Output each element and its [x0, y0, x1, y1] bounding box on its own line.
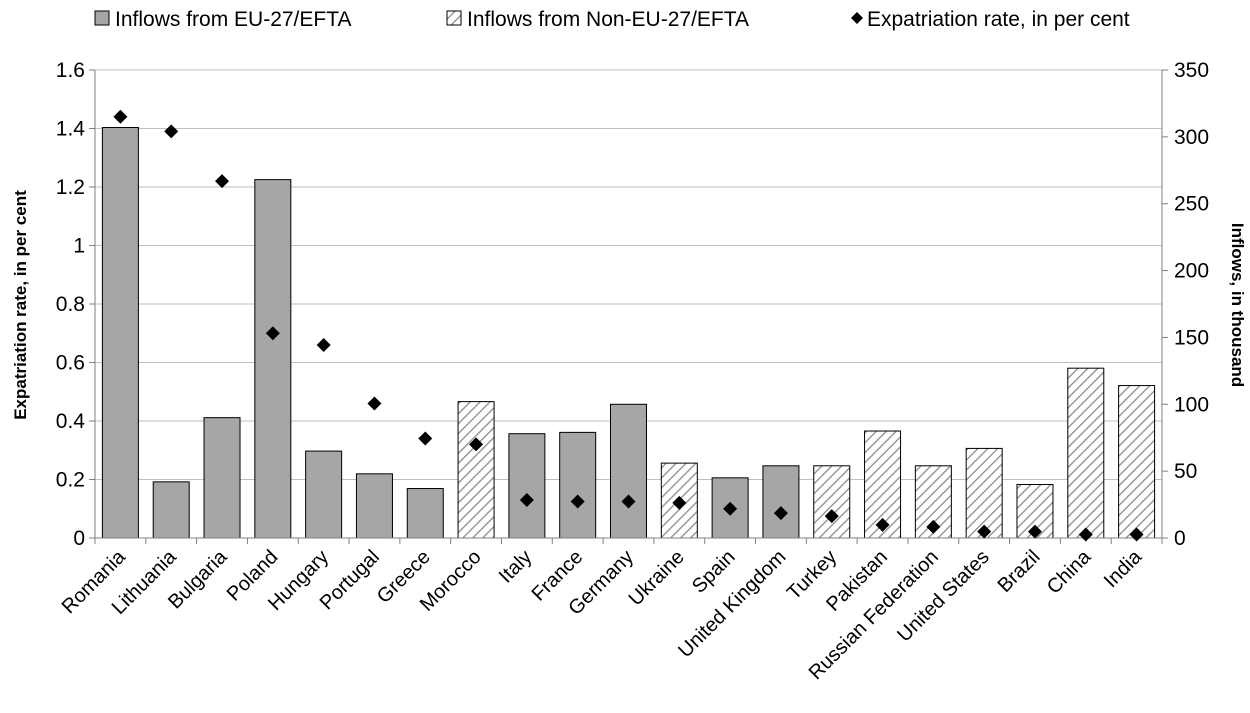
tick-labels: 0 0.2 0.4 0.6 0.8 1 1.2 1.4 1.6 0 50 100 150 200 250 30…	[56, 59, 1209, 550]
legend-label-eu: Inflows from EU-27/EFTA	[115, 8, 352, 31]
bar-eu	[203, 417, 241, 539]
bar-eu	[762, 465, 800, 539]
expatriation-marker	[469, 437, 484, 452]
expatriation-marker	[1078, 527, 1093, 542]
legend-label-expatriation: Expatriation rate, in per cent	[867, 8, 1130, 31]
expatriation-marker	[367, 396, 382, 411]
bar-eu	[559, 431, 597, 539]
category-label: United States	[893, 546, 993, 646]
bar-non-eu	[813, 465, 851, 539]
expatriation-marker	[875, 517, 890, 532]
bar-eu	[305, 450, 343, 539]
bar-eu	[406, 488, 444, 539]
bar-eu	[152, 481, 190, 539]
bar-eu	[101, 126, 139, 539]
left-tick-label: 0.6	[56, 352, 85, 375]
bar-non-eu	[965, 447, 1003, 539]
bar-non-eu	[457, 401, 495, 539]
diamond-markers	[113, 109, 1144, 542]
expatriation-marker	[1027, 524, 1042, 539]
bars	[101, 126, 1156, 539]
expatriation-marker	[977, 524, 992, 539]
expatriation-marker	[316, 337, 331, 352]
expatriation-marker	[113, 109, 128, 124]
left-tick-label: 1.2	[56, 176, 85, 199]
legend-label-non-eu: Inflows from Non-EU-27/EFTA	[467, 8, 749, 31]
right-tick-label: 0	[1174, 527, 1186, 550]
right-tick-label: 150	[1174, 326, 1209, 349]
left-tick-label: 0.8	[56, 293, 85, 316]
expatriation-marker	[621, 494, 636, 509]
expatriation-marker	[1129, 527, 1144, 542]
expatriation-marker	[926, 519, 941, 534]
expatriation-marker	[824, 509, 839, 524]
bar-eu	[355, 473, 393, 539]
left-tick-label: 0	[73, 527, 85, 550]
bar-eu	[711, 477, 749, 539]
right-tick-label: 250	[1174, 193, 1209, 216]
category-labels: RomaniaLithuaniaBulgariaPolandHungaryPor…	[58, 545, 1147, 684]
bar-eu	[508, 433, 546, 539]
right-tick-label: 200	[1174, 260, 1209, 283]
expatriation-marker	[215, 174, 230, 189]
expatriation-marker	[723, 501, 738, 516]
left-tick-label: 0.4	[56, 410, 86, 433]
legend-swatch-non-eu	[446, 10, 462, 26]
left-axis-title: Expatriation rate, in per cent	[11, 190, 30, 420]
expatriation-marker	[519, 492, 534, 507]
right-tick-label: 300	[1174, 126, 1209, 149]
legend-diamond-icon	[851, 12, 863, 24]
left-tick-label: 0.2	[56, 469, 85, 492]
bar-non-eu	[1118, 385, 1156, 539]
category-label: India	[1100, 545, 1147, 592]
expatriation-marker	[164, 124, 179, 139]
left-tick-label: 1.4	[56, 118, 86, 141]
expatriation-marker	[418, 431, 433, 446]
left-tick-label: 1	[73, 235, 85, 258]
legend-swatch-eu	[94, 10, 110, 26]
bar-eu	[610, 403, 647, 539]
bar-eu	[254, 179, 292, 539]
category-label: Italy	[495, 546, 536, 587]
expatriation-marker	[672, 495, 687, 510]
category-label: Brazil	[994, 546, 1045, 597]
right-tick-label: 100	[1174, 393, 1209, 416]
left-tick-label: 1.6	[56, 59, 85, 82]
legend: Inflows from EU-27/EFTA Inflows from Non…	[94, 8, 1130, 31]
expatriation-marker	[265, 326, 280, 341]
right-tick-label: 50	[1174, 460, 1197, 483]
category-label: Ukraine	[625, 546, 689, 610]
expatriation-marker	[570, 494, 585, 509]
right-axis-title: Inflows, in thousand	[1228, 223, 1247, 387]
category-label: China	[1043, 545, 1096, 598]
right-tick-label: 350	[1174, 59, 1209, 82]
expatriation-marker	[773, 506, 788, 521]
bar-non-eu	[1067, 367, 1105, 539]
